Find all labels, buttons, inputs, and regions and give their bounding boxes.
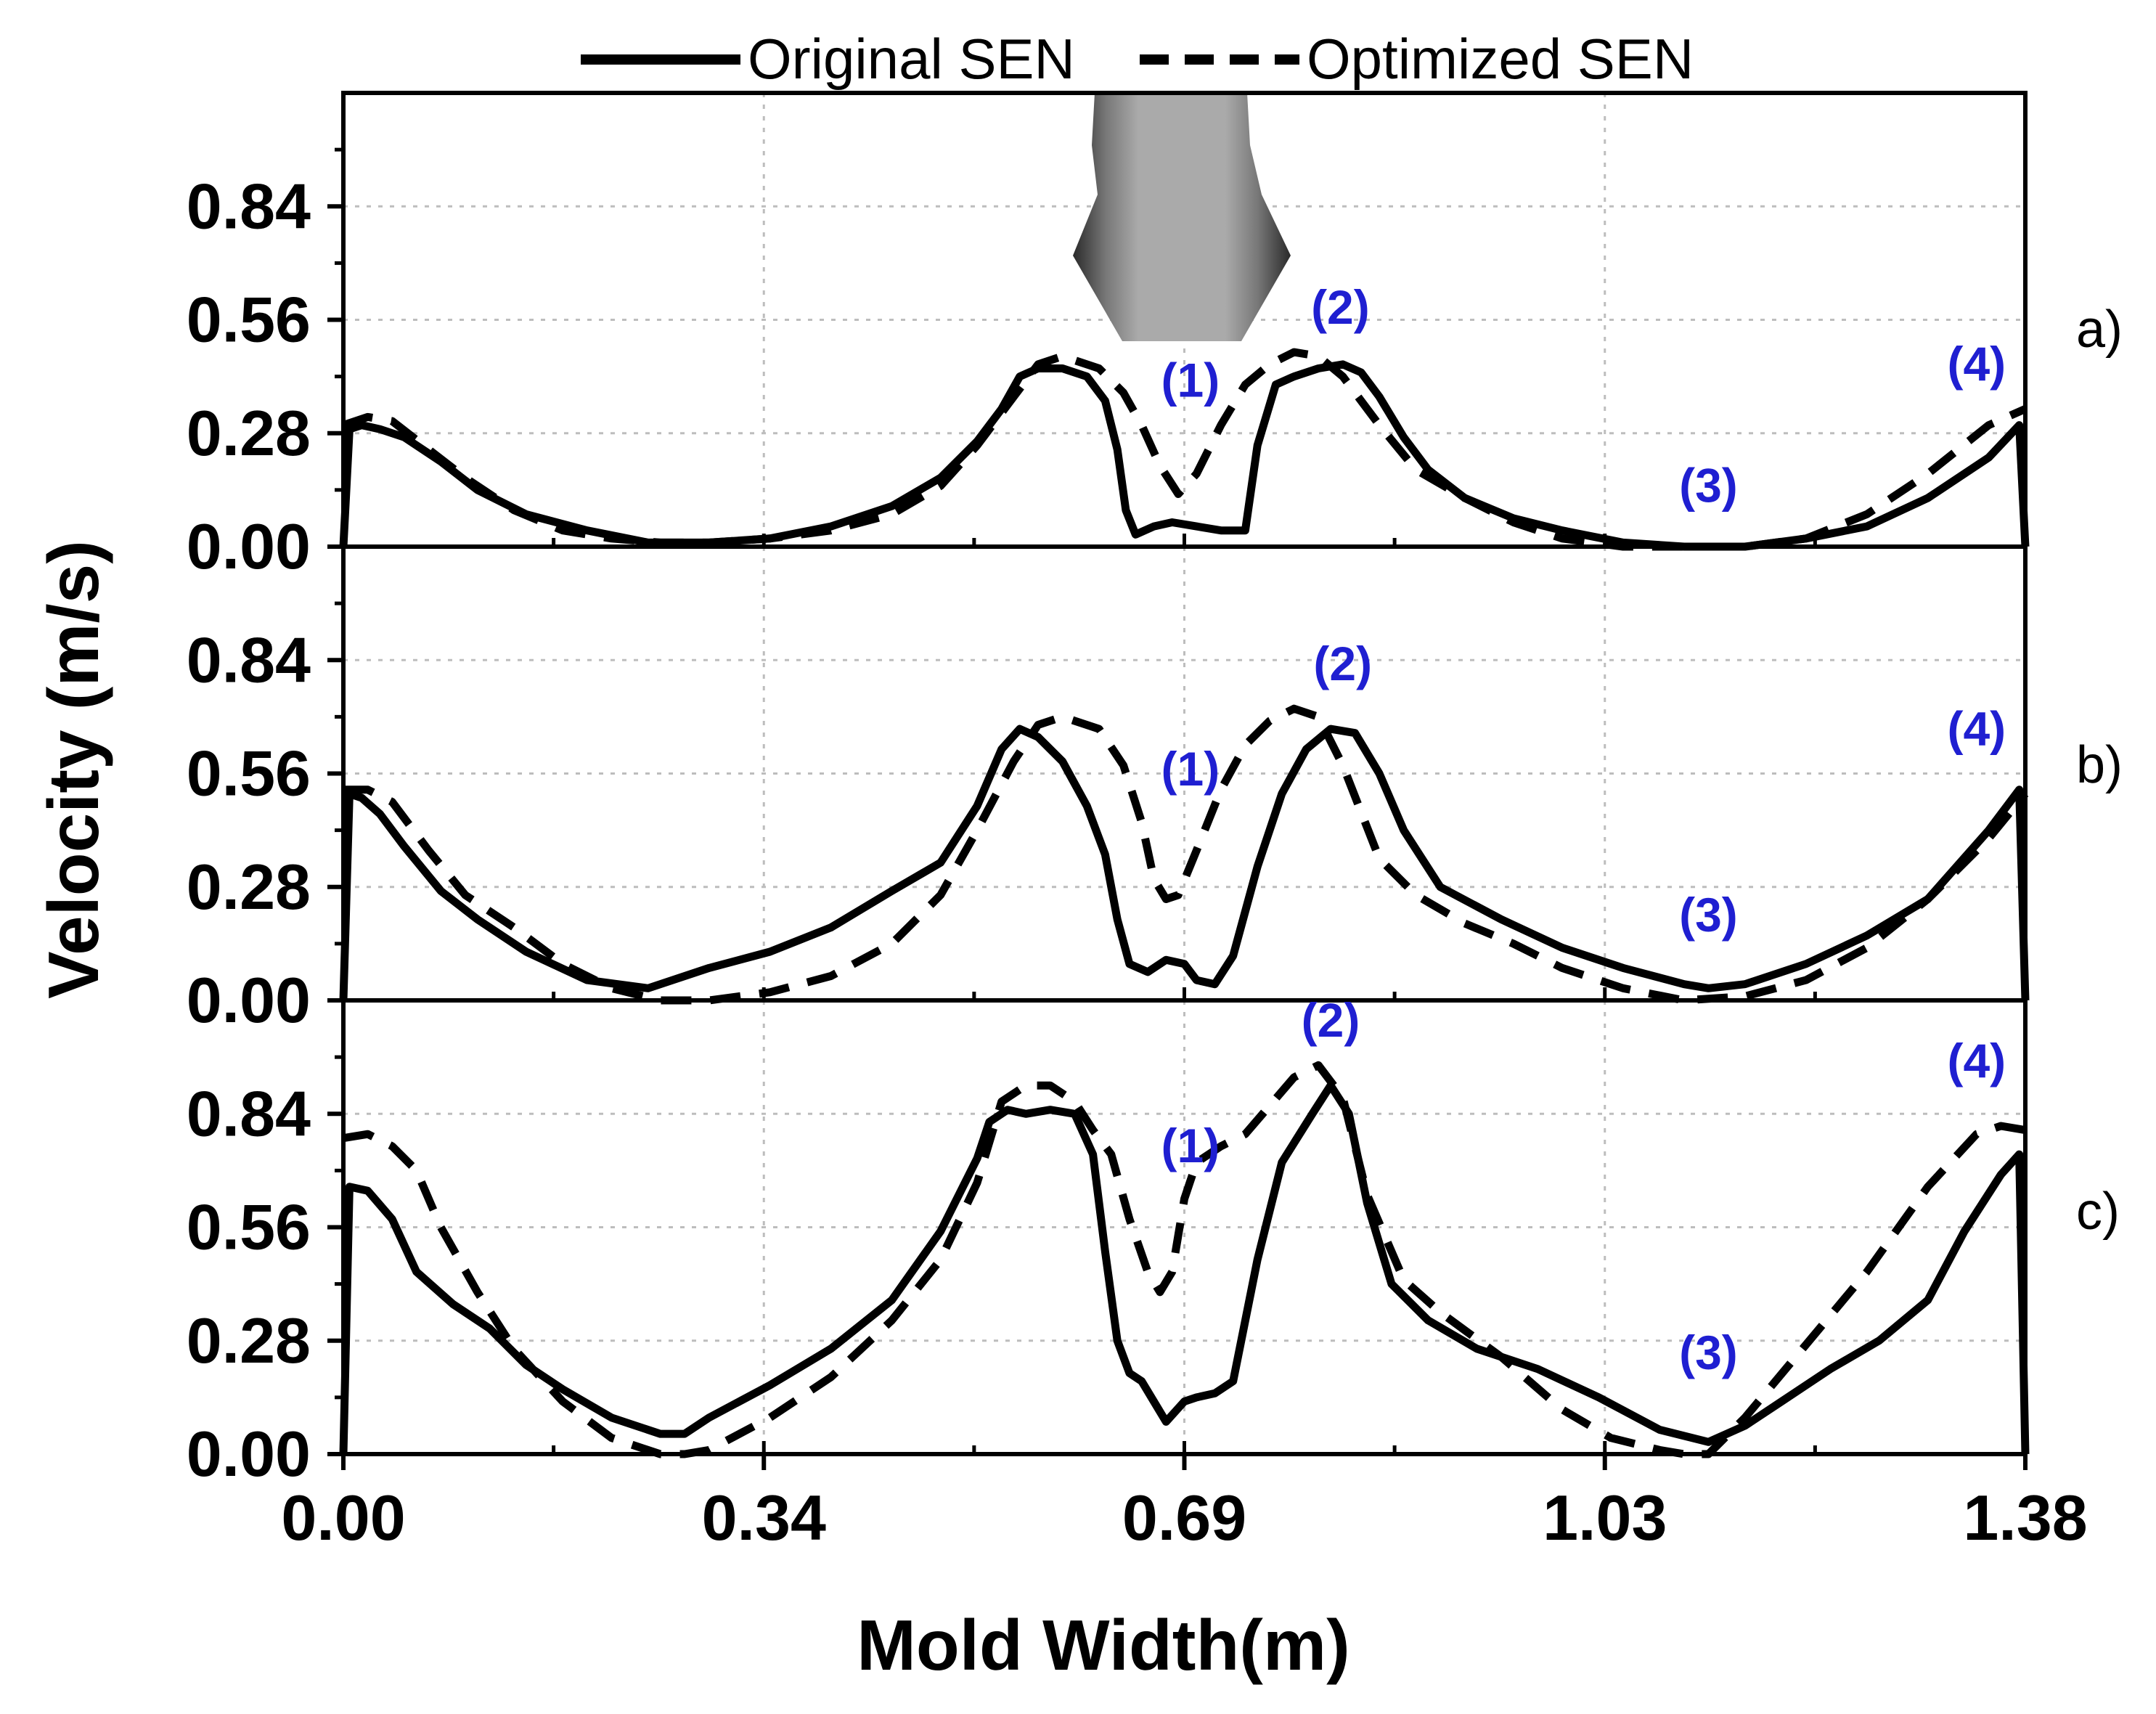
y-tick-label: 0.28 bbox=[187, 1305, 311, 1376]
y-tick-label: 0.84 bbox=[187, 1077, 311, 1149]
y-tick-label: 0.28 bbox=[187, 851, 311, 923]
panel-label: b) bbox=[2076, 736, 2123, 794]
series-line-original-panel-3 bbox=[339, 1081, 2030, 1455]
y-tick-label: 0.56 bbox=[187, 284, 311, 356]
y-tick-label: 0.00 bbox=[187, 964, 311, 1036]
annotation-label: (2) bbox=[1311, 280, 1370, 334]
sen-nozzle-illustration bbox=[1073, 93, 1291, 341]
annotations: (1) (2) (3) (4) (1) (2) (3) (4) (1) (2) (3) (4) bbox=[1161, 280, 2006, 1379]
annotation-label: (3) bbox=[1679, 888, 1738, 942]
annotation-label: (1) bbox=[1161, 742, 1220, 796]
x-tick-label: 1.38 bbox=[1963, 1482, 2087, 1554]
panel-labels: a) b) c) bbox=[2076, 301, 2123, 1241]
y-tick-label: 0.84 bbox=[187, 624, 311, 695]
y-tick-label: 0.28 bbox=[187, 397, 311, 469]
annotation-label: (1) bbox=[1161, 354, 1220, 407]
annotation-label: (1) bbox=[1161, 1119, 1220, 1172]
x-axis-title: Mold Width(m) bbox=[857, 1605, 1349, 1685]
nozzle-shape bbox=[1073, 93, 1291, 341]
y-axis-title: Velocity (m/s) bbox=[33, 540, 113, 999]
legend-label-optimized: Optimized SEN bbox=[1307, 27, 1694, 91]
x-tick-label: 0.34 bbox=[702, 1482, 826, 1554]
panel-label: a) bbox=[2076, 301, 2123, 359]
y-tick-label: 0.00 bbox=[187, 1418, 311, 1490]
annotation-label: (4) bbox=[1948, 337, 2006, 391]
y-tick-label: 0.56 bbox=[187, 738, 311, 809]
y-tick-label: 0.56 bbox=[187, 1191, 311, 1263]
annotation-label: (2) bbox=[1313, 637, 1372, 690]
annotation-label: (2) bbox=[1302, 993, 1360, 1047]
y-tick-label: 0.00 bbox=[187, 510, 311, 582]
panel-label: c) bbox=[2076, 1183, 2120, 1241]
annotation-label: (3) bbox=[1679, 1326, 1738, 1379]
ticks: 0.00 0.28 0.56 0.84 0.00 0.28 0.56 0.84 0.00 0.28… bbox=[187, 147, 2088, 1554]
grid bbox=[343, 93, 2025, 1454]
x-tick-label: 0.00 bbox=[281, 1482, 405, 1554]
x-tick-label: 1.03 bbox=[1543, 1482, 1667, 1554]
annotation-label: (4) bbox=[1948, 701, 2006, 755]
legend: Original SEN Optimized SEN bbox=[581, 27, 1694, 91]
annotation-label: (4) bbox=[1948, 1034, 2006, 1087]
annotation-label: (3) bbox=[1679, 459, 1738, 513]
legend-label-original: Original SEN bbox=[748, 27, 1075, 91]
series-line-optimized-panel-2 bbox=[343, 704, 2029, 1005]
x-tick-label: 0.69 bbox=[1122, 1482, 1246, 1554]
series-layer bbox=[339, 348, 2030, 1458]
series-line-original-panel-2 bbox=[339, 725, 2030, 1001]
y-tick-label: 0.84 bbox=[187, 170, 311, 242]
